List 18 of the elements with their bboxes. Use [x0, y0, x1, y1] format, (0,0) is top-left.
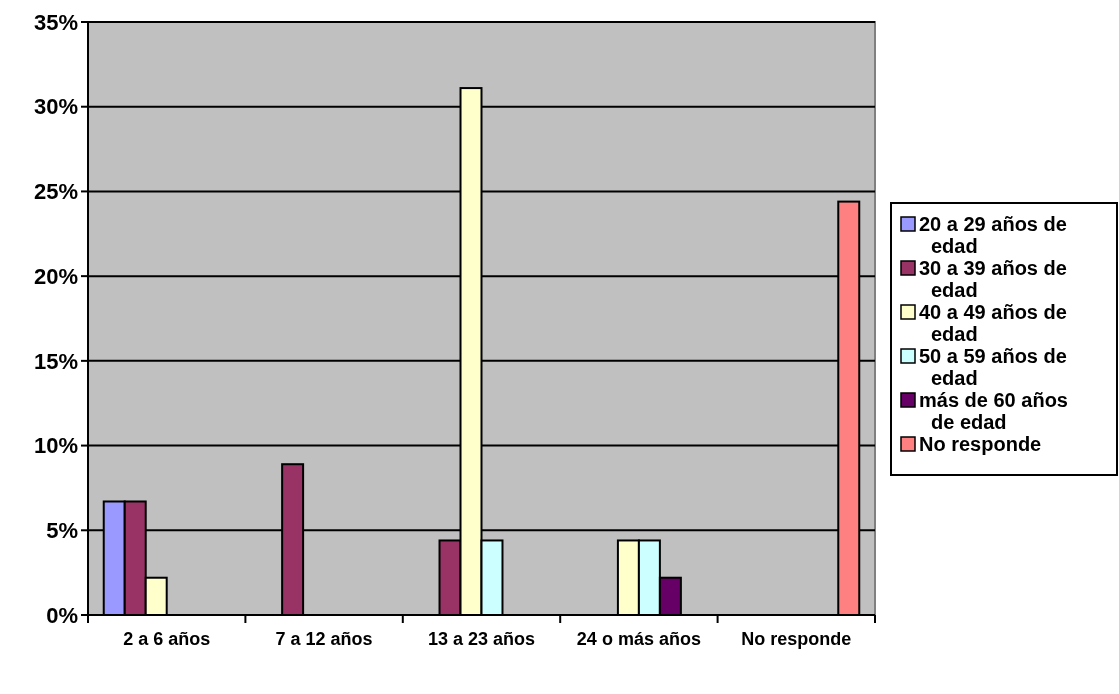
x-tick-label: 7 a 12 años: [275, 629, 373, 649]
x-tick-label: 2 a 6 años: [123, 629, 211, 649]
y-tick-label: 0%: [46, 602, 78, 628]
y-tick-label: 5%: [46, 517, 78, 543]
y-tick-label: 30%: [33, 94, 78, 120]
legend-label: No responde: [919, 433, 1042, 455]
y-tick-label: 35%: [33, 9, 78, 35]
x-tick-label: No responde: [741, 629, 852, 649]
legend-label: 40 a 49 años de edad: [919, 301, 1067, 345]
x-tick-label: 24 o más años: [576, 629, 701, 649]
legend-label: 30 a 39 años de edad: [919, 257, 1067, 301]
y-tick-label: 15%: [33, 348, 78, 374]
legend-label: 20 a 29 años de edad: [919, 213, 1067, 257]
x-tick-label: 13 a 23 años: [427, 629, 536, 649]
y-tick-label: 25%: [33, 179, 78, 205]
legend-label: más de 60 años de edad: [919, 389, 1068, 433]
y-tick-label: 20%: [33, 263, 78, 289]
y-tick-label: 10%: [33, 433, 78, 459]
